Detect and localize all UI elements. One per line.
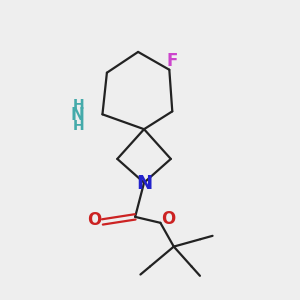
Text: N: N: [70, 106, 84, 124]
Text: F: F: [166, 52, 177, 70]
Text: N: N: [136, 174, 152, 193]
Text: H: H: [73, 98, 85, 112]
Text: H: H: [73, 118, 85, 133]
Text: O: O: [161, 210, 175, 228]
Text: O: O: [87, 212, 101, 230]
